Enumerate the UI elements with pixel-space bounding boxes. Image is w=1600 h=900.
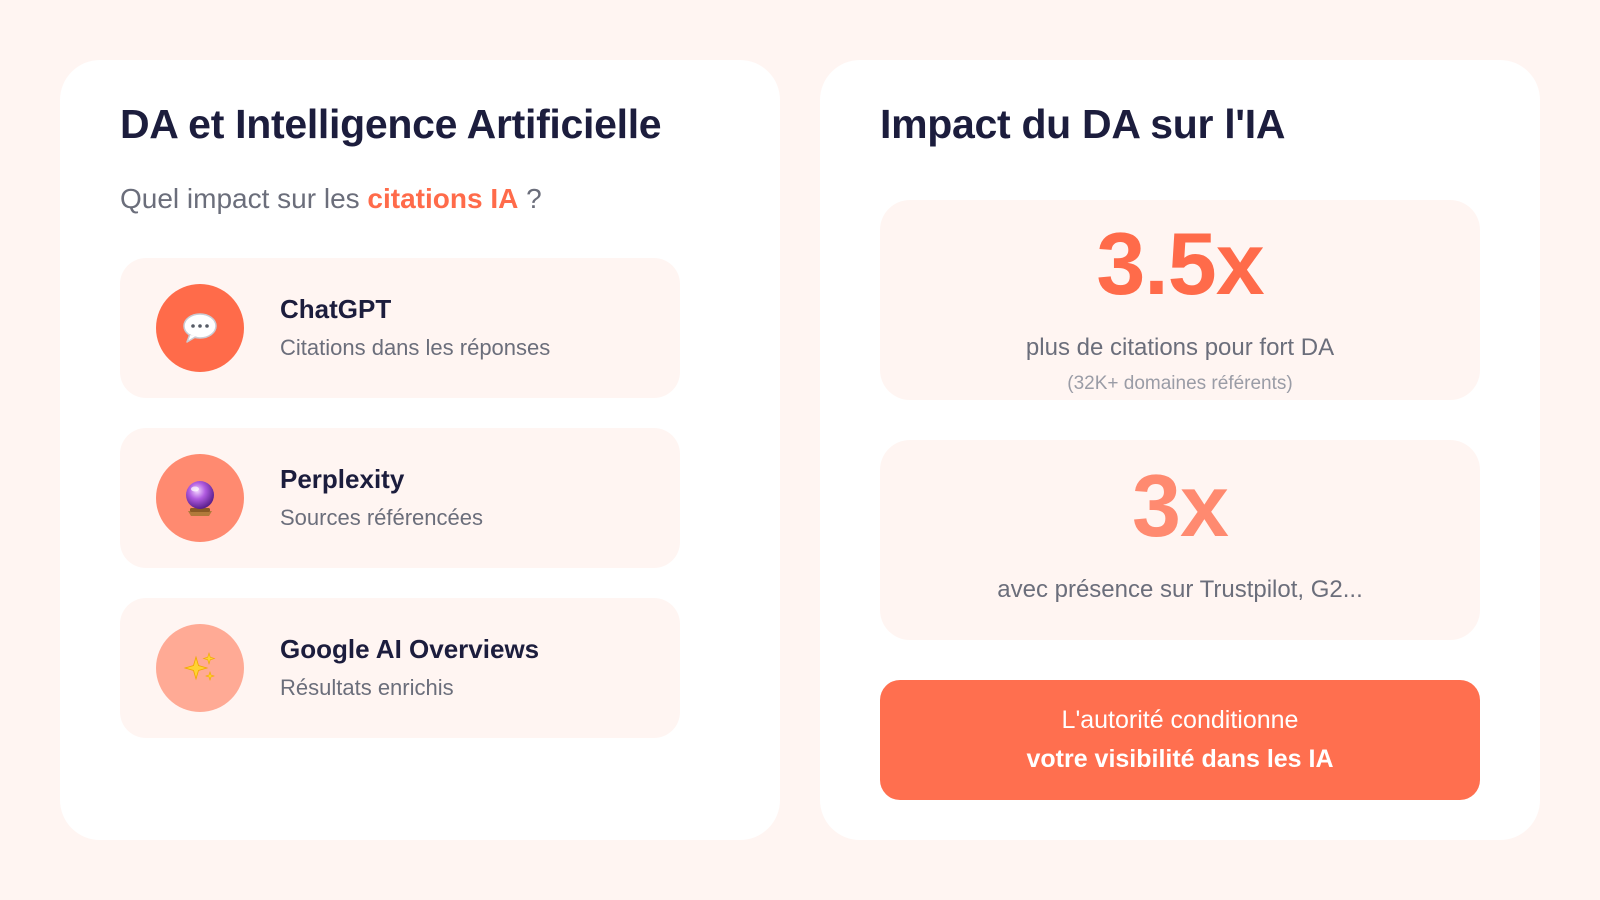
stat-note: (32K+ domaines référents) xyxy=(1067,372,1293,394)
left-card-title: DA et Intelligence Artificielle xyxy=(120,101,662,147)
crystal-ball-icon xyxy=(156,453,244,542)
platform-item-google-ai-overviews: Google AI Overviews Résultats enrichis xyxy=(120,597,680,738)
platform-name: Google AI Overviews xyxy=(280,633,540,664)
stat-card-review-platforms: 3x avec présence sur Trustpilot, G2... xyxy=(880,440,1480,640)
ai-platforms-card: DA et Intelligence Artificielle Quel imp… xyxy=(60,60,780,840)
platform-name: Perplexity xyxy=(280,463,405,494)
platform-item-perplexity: Perplexity Sources référencées xyxy=(120,427,680,568)
platform-description: Citations dans les réponses xyxy=(280,334,551,360)
platform-description: Résultats enrichis xyxy=(280,674,454,700)
subtitle: Quel impact sur les citations IA ? xyxy=(120,181,720,217)
right-card-title: Impact du DA sur l'IA xyxy=(880,101,1286,147)
subtitle-prefix: Quel impact sur les xyxy=(120,183,368,215)
stat-value: 3.5x xyxy=(1096,214,1264,313)
subtitle-accent: citations IA xyxy=(367,183,519,215)
platform-description: Sources référencées xyxy=(280,504,483,530)
platform-list: ChatGPT Citations dans les réponses xyxy=(120,257,720,738)
callout-line-1: L'autorité conditionne xyxy=(1061,706,1299,734)
authority-callout: L'autorité conditionne votre visibilité … xyxy=(880,680,1480,800)
subtitle-suffix: ? xyxy=(518,183,542,215)
impact-card: Impact du DA sur l'IA 3.5x plus de citat… xyxy=(820,60,1540,840)
stat-label: avec présence sur Trustpilot, G2... xyxy=(997,576,1363,603)
platform-name: ChatGPT xyxy=(280,293,392,324)
stat-value: 3x xyxy=(1132,456,1229,555)
stat-card-citations: 3.5x plus de citations pour fort DA (32K… xyxy=(880,200,1480,400)
sparkles-icon xyxy=(156,623,244,712)
speech-bubble-icon xyxy=(156,283,244,372)
callout-line-2: votre visibilité dans les IA xyxy=(1026,744,1334,773)
platform-text: Perplexity Sources référencées xyxy=(280,464,483,532)
platform-text: ChatGPT Citations dans les réponses xyxy=(280,294,550,362)
platform-text: Google AI Overviews Résultats enrichis xyxy=(280,634,539,702)
stat-label: plus de citations pour fort DA xyxy=(1025,334,1335,361)
platform-item-chatgpt: ChatGPT Citations dans les réponses xyxy=(120,257,680,398)
